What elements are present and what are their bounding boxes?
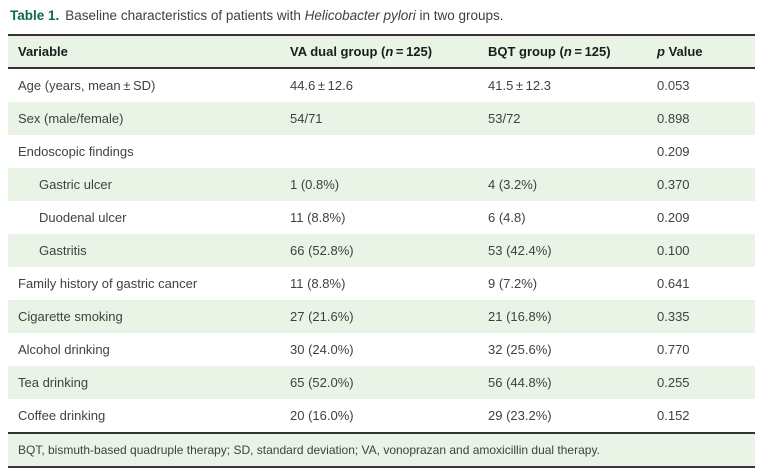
cell-variable: Age (years, mean ± SD) xyxy=(18,77,156,93)
column-header-variable: Variable xyxy=(8,34,280,69)
cell-variable: Sex (male/female) xyxy=(18,110,124,126)
cell-bqt: 4 (3.2%) xyxy=(488,176,538,192)
table-footnote: BQT, bismuth-based quadruple therapy; SD… xyxy=(8,431,755,468)
cell-va: 44.6 ± 12.6 xyxy=(290,77,353,93)
column-header-bqt-group: BQT group (n = 125) xyxy=(478,34,647,69)
cell-bqt: 53 (42.4%) xyxy=(488,242,552,258)
cell-va: 11 (8.8%) xyxy=(290,209,346,225)
table-row: Tea drinking 65 (52.0%) 56 (44.8%) 0.255 xyxy=(8,365,755,399)
cell-va: 27 (21.6%) xyxy=(290,308,354,324)
cell-variable: Tea drinking xyxy=(18,374,89,390)
cell-bqt: 53/72 xyxy=(488,110,521,126)
column-header-va-group: VA dual group (n = 125) xyxy=(280,34,478,69)
cell-p: 0.100 xyxy=(657,242,690,258)
cell-bqt: 56 (44.8%) xyxy=(488,374,552,390)
table-caption: Table 1. Baseline characteristics of pati… xyxy=(8,6,755,34)
cell-bqt: 29 (23.2%) xyxy=(488,407,552,423)
table-row: Coffee drinking 20 (16.0%) 29 (23.2%) 0.152 xyxy=(8,399,755,432)
table-row: Age (years, mean ± SD) 44.6 ± 12.6 41.5 ± … xyxy=(8,68,755,102)
table-row: Alcohol drinking 30 (24.0%) 32 (25.6%) 0.77… xyxy=(8,333,755,366)
cell-p: 0.209 xyxy=(657,209,690,225)
cell-variable: Endoscopic findings xyxy=(18,143,134,159)
cell-variable: Coffee drinking xyxy=(18,407,106,423)
cell-va: 1 (0.8%) xyxy=(290,176,340,192)
cell-bqt: 32 (25.6%) xyxy=(488,341,552,357)
cell-bqt: 6 (4.8) xyxy=(488,209,526,225)
cell-variable: Duodenal ulcer xyxy=(39,209,127,225)
cell-variable: Family history of gastric cancer xyxy=(18,275,198,291)
cell-p: 0.152 xyxy=(657,407,690,423)
table-header-row: Variable VA dual group (n = 125) BQT group… xyxy=(8,34,755,69)
table-row: Gastric ulcer 1 (0.8%) 4 (3.2%) 0.370 xyxy=(8,167,755,201)
cell-va: 30 (24.0%) xyxy=(290,341,354,357)
cell-p: 0.255 xyxy=(657,374,690,390)
cell-p: 0.053 xyxy=(657,77,690,93)
table-row: Duodenal ulcer 11 (8.8%) 6 (4.8) 0.209 xyxy=(8,201,755,234)
cell-va: 11 (8.8%) xyxy=(290,275,346,291)
cell-va xyxy=(280,135,478,168)
caption-italic-text: Helicobacter pylori xyxy=(304,8,416,23)
table-row: Cigarette smoking 27 (21.6%) 21 (16.8%) 0.3… xyxy=(8,299,755,333)
cell-variable: Gastric ulcer xyxy=(39,176,112,192)
cell-variable: Alcohol drinking xyxy=(18,341,110,357)
cell-bqt: 9 (7.2%) xyxy=(488,275,538,291)
table-row: Sex (male/female) 54/71 53/72 0.898 xyxy=(8,101,755,135)
cell-p: 0.209 xyxy=(657,143,690,159)
cell-variable: Gastritis xyxy=(39,242,87,258)
cell-va: 66 (52.8%) xyxy=(290,242,354,258)
cell-bqt: 21 (16.8%) xyxy=(488,308,552,324)
column-header-p-value: p Value xyxy=(647,34,755,69)
cell-p: 0.335 xyxy=(657,308,690,324)
cell-va: 20 (16.0%) xyxy=(290,407,354,423)
caption-plain-text: in two groups. xyxy=(415,8,504,23)
caption-plain-text: Baseline characteristics of patients wit… xyxy=(65,8,305,23)
table-caption-text: Baseline characteristics of patients wit… xyxy=(65,8,503,23)
table-row: Gastritis 66 (52.8%) 53 (42.4%) 0.100 xyxy=(8,233,755,267)
cell-variable: Cigarette smoking xyxy=(18,308,123,324)
cell-p: 0.770 xyxy=(657,341,690,357)
baseline-characteristics-table: Variable VA dual group (n = 125) BQT group… xyxy=(8,33,755,432)
cell-p: 0.641 xyxy=(657,275,690,291)
table-row: Family history of gastric cancer 11 (8.8%… xyxy=(8,267,755,300)
cell-va: 65 (52.0%) xyxy=(290,374,354,390)
cell-va: 54/71 xyxy=(290,110,323,126)
table-caption-label: Table 1. xyxy=(10,8,60,23)
cell-bqt: 41.5 ± 12.3 xyxy=(488,77,551,93)
cell-bqt xyxy=(478,135,647,168)
table-row: Endoscopic findings 0.209 xyxy=(8,135,755,168)
cell-p: 0.898 xyxy=(657,110,690,126)
cell-p: 0.370 xyxy=(657,176,690,192)
